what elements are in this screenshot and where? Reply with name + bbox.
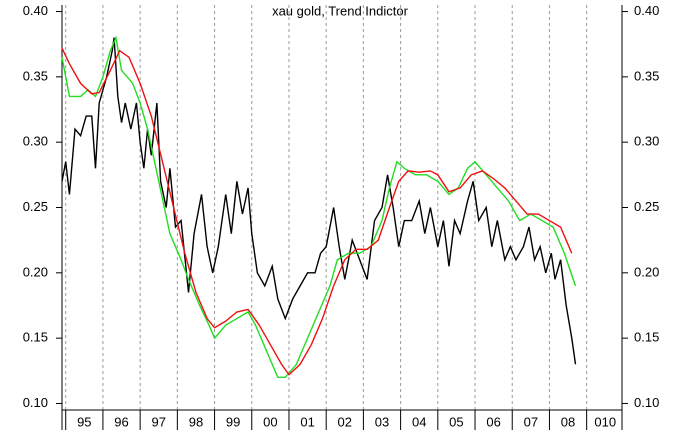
x-tick-label: 99 [226, 414, 240, 429]
y2-tick-label: 0.30 [634, 134, 659, 149]
x-tick-label: 04 [412, 414, 426, 429]
y-tick-label: 0.10 [23, 395, 48, 410]
x-tick-label: 08 [561, 414, 575, 429]
x-tick-label: 010 [594, 414, 616, 429]
x-tick-label: 02 [338, 414, 352, 429]
data-line [61, 37, 577, 365]
y-tick-label: 0.35 [23, 68, 48, 83]
x-tick-label: 05 [449, 414, 463, 429]
y2-tick-label: 0.10 [634, 395, 659, 410]
chart-title: xau gold, Trend Indictor [272, 3, 409, 18]
x-tick-label: 98 [189, 414, 203, 429]
y2-tick-label: 0.15 [634, 330, 659, 345]
x-tick-label: 07 [524, 414, 538, 429]
y2-tick-label: 0.20 [634, 264, 659, 279]
y-tick-label: 0.15 [23, 330, 48, 345]
y-tick-label: 0.30 [23, 134, 48, 149]
y2-tick-label: 0.35 [634, 68, 659, 83]
x-tick-label: 03 [375, 414, 389, 429]
x-tick-label: 96 [114, 414, 128, 429]
y-tick-label: 0.25 [23, 199, 48, 214]
y2-tick-label: 0.40 [634, 3, 659, 18]
data-line [61, 47, 573, 376]
x-tick-label: 95 [77, 414, 91, 429]
data-line [61, 35, 577, 379]
x-tick-label: 01 [300, 414, 314, 429]
x-tick-label: 00 [263, 414, 277, 429]
y2-tick-label: 0.25 [634, 199, 659, 214]
y-tick-label: 0.40 [23, 3, 48, 18]
x-tick-label: 06 [486, 414, 500, 429]
x-tick-label: 97 [152, 414, 166, 429]
y-tick-label: 0.20 [23, 264, 48, 279]
